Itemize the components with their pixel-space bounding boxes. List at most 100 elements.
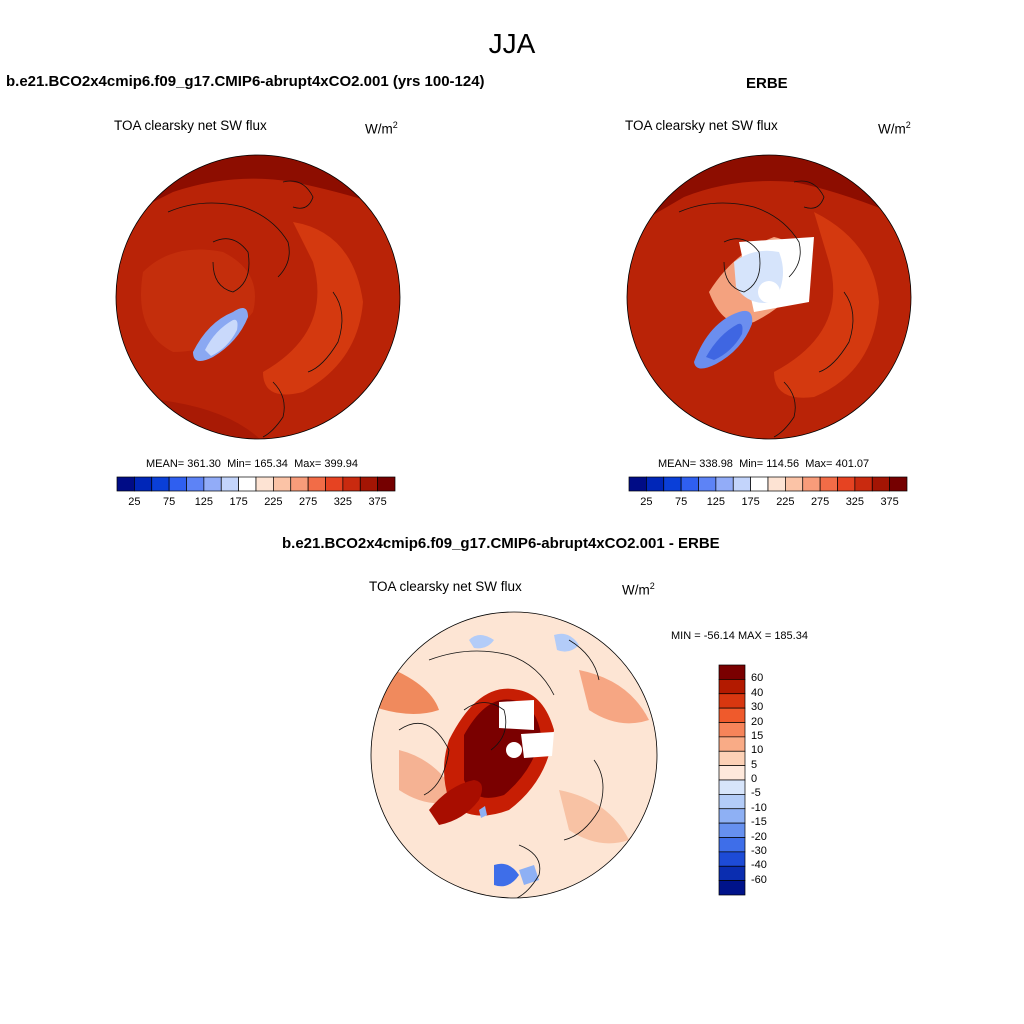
diff-colorbar-swatch [718, 779, 746, 795]
diff-colorbar-tick-label: 5 [751, 758, 758, 771]
colorbar-swatch [151, 476, 170, 492]
colorbar-tick-label: 25 [640, 496, 653, 508]
diff-colorbar [718, 664, 746, 896]
obs-polar-map [626, 154, 912, 440]
diff-colorbar-swatch [718, 794, 746, 810]
diff-colorbar-swatch [718, 765, 746, 781]
obs-stats: MEAN= 338.98 Min= 114.56 Max= 401.07 [658, 458, 870, 470]
colorbar-tick-label: 175 [741, 496, 760, 508]
colorbar-swatch [837, 476, 856, 492]
diff-colorbar-tick-label: -30 [751, 844, 767, 857]
diff-colorbar-tick-label: -10 [751, 801, 767, 814]
obs-colorbar [628, 476, 908, 492]
colorbar-swatch [116, 476, 135, 492]
colorbar-tick-label: 225 [264, 496, 283, 508]
colorbar-swatch [750, 476, 769, 492]
diff-colorbar-swatch [718, 750, 746, 766]
colorbar-tick-label: 175 [229, 496, 248, 508]
colorbar-swatch [785, 476, 804, 492]
diff-map-negative-patch [494, 863, 519, 887]
colorbar-tick-label: 75 [163, 496, 176, 508]
colorbar-tick-label: 125 [194, 496, 214, 508]
figure-title: JJA [488, 28, 536, 59]
colorbar-swatch [802, 476, 821, 492]
diff-colorbar-swatch [718, 880, 746, 896]
model-panel-title: b.e21.BCO2x4cmip6.f09_g17.CMIP6-abrupt4x… [6, 73, 485, 90]
colorbar-swatch [646, 476, 665, 492]
obs-variable-title: TOA clearsky net SW flux [625, 118, 778, 133]
model-polar-map [115, 154, 401, 440]
diff-colorbar-tick-label: 20 [751, 715, 764, 728]
colorbar-swatch [290, 476, 309, 492]
diff-units: W/m2 [622, 581, 655, 598]
colorbar-swatch [871, 476, 890, 492]
diff-colorbar-tick-label: -5 [751, 787, 761, 800]
colorbar-tick-label: 375 [880, 496, 899, 508]
colorbar-swatch [698, 476, 717, 492]
obs-map-mid-region [774, 212, 879, 398]
diff-panel-title: b.e21.BCO2x4cmip6.f09_g17.CMIP6-abrupt4x… [282, 535, 720, 552]
colorbar-swatch [889, 476, 908, 492]
colorbar-swatch [342, 476, 361, 492]
colorbar-tick-label: 275 [810, 496, 830, 508]
colorbar-tick-label: 325 [845, 496, 865, 508]
diff-map-pole-hole [506, 742, 522, 758]
colorbar-swatch [273, 476, 292, 492]
diff-colorbar-swatch [718, 679, 746, 695]
diff-colorbar-tick-label: 10 [751, 744, 764, 757]
colorbar-swatch [255, 476, 274, 492]
diff-coastlines [398, 639, 604, 898]
colorbar-tick-label: 375 [368, 496, 387, 508]
diff-stats: MIN = -56.14 MAX = 185.34 [671, 630, 808, 642]
colorbar-swatch [238, 476, 257, 492]
diff-colorbar-swatch [718, 837, 746, 853]
diff-colorbar-swatch [718, 693, 746, 709]
colorbar-tick-label: 325 [333, 496, 353, 508]
colorbar-swatch [168, 476, 187, 492]
diff-colorbar-tick-label: -20 [751, 830, 767, 843]
diff-colorbar-tick-label: 0 [751, 773, 758, 785]
colorbar-swatch [220, 476, 239, 492]
colorbar-swatch [819, 476, 838, 492]
diff-colorbar-swatch [718, 851, 746, 867]
diff-colorbar-tick-label: -60 [751, 873, 767, 886]
colorbar-swatch [203, 476, 222, 492]
colorbar-swatch [715, 476, 734, 492]
colorbar-swatch [628, 476, 647, 492]
colorbar-tick-label: 125 [706, 496, 726, 508]
colorbar-swatch [134, 476, 153, 492]
colorbar-swatch [732, 476, 751, 492]
obs-panel-title: ERBE [746, 75, 788, 92]
colorbar-swatch [767, 476, 786, 492]
colorbar-swatch [307, 476, 326, 492]
model-map-greenland-core [205, 319, 238, 356]
colorbar-tick-label: 75 [675, 496, 688, 508]
diff-variable-title: TOA clearsky net SW flux [369, 579, 522, 594]
diff-map-missing-region [499, 700, 534, 730]
colorbar-swatch [377, 476, 396, 492]
diff-colorbar-swatch [718, 707, 746, 723]
model-colorbar [116, 476, 396, 492]
model-variable-title: TOA clearsky net SW flux [114, 118, 267, 133]
colorbar-tick-label: 275 [298, 496, 318, 508]
diff-colorbar-tick-label: 15 [751, 729, 764, 742]
diff-colorbar-tick-label: 60 [751, 672, 764, 685]
diff-colorbar-swatch [718, 808, 746, 824]
obs-coastlines [678, 180, 854, 438]
diff-colorbar-swatch [718, 736, 746, 752]
colorbar-swatch [186, 476, 205, 492]
diff-colorbar-tick-label: -15 [751, 816, 767, 829]
diff-colorbar-tick-label: -40 [751, 859, 767, 872]
model-coastlines [167, 180, 343, 438]
obs-map-pole-hole [758, 281, 780, 303]
model-map-mid-region [263, 222, 363, 395]
colorbar-swatch [680, 476, 699, 492]
diff-map-missing-region-2 [521, 732, 554, 758]
colorbar-swatch [325, 476, 344, 492]
diff-colorbar-swatch [718, 822, 746, 838]
colorbar-tick-label: 225 [776, 496, 795, 508]
diff-colorbar-swatch [718, 664, 746, 680]
diff-colorbar-tick-label: 30 [751, 701, 764, 714]
diff-colorbar-tick-label: 40 [751, 686, 764, 699]
diff-polar-map [370, 611, 658, 899]
